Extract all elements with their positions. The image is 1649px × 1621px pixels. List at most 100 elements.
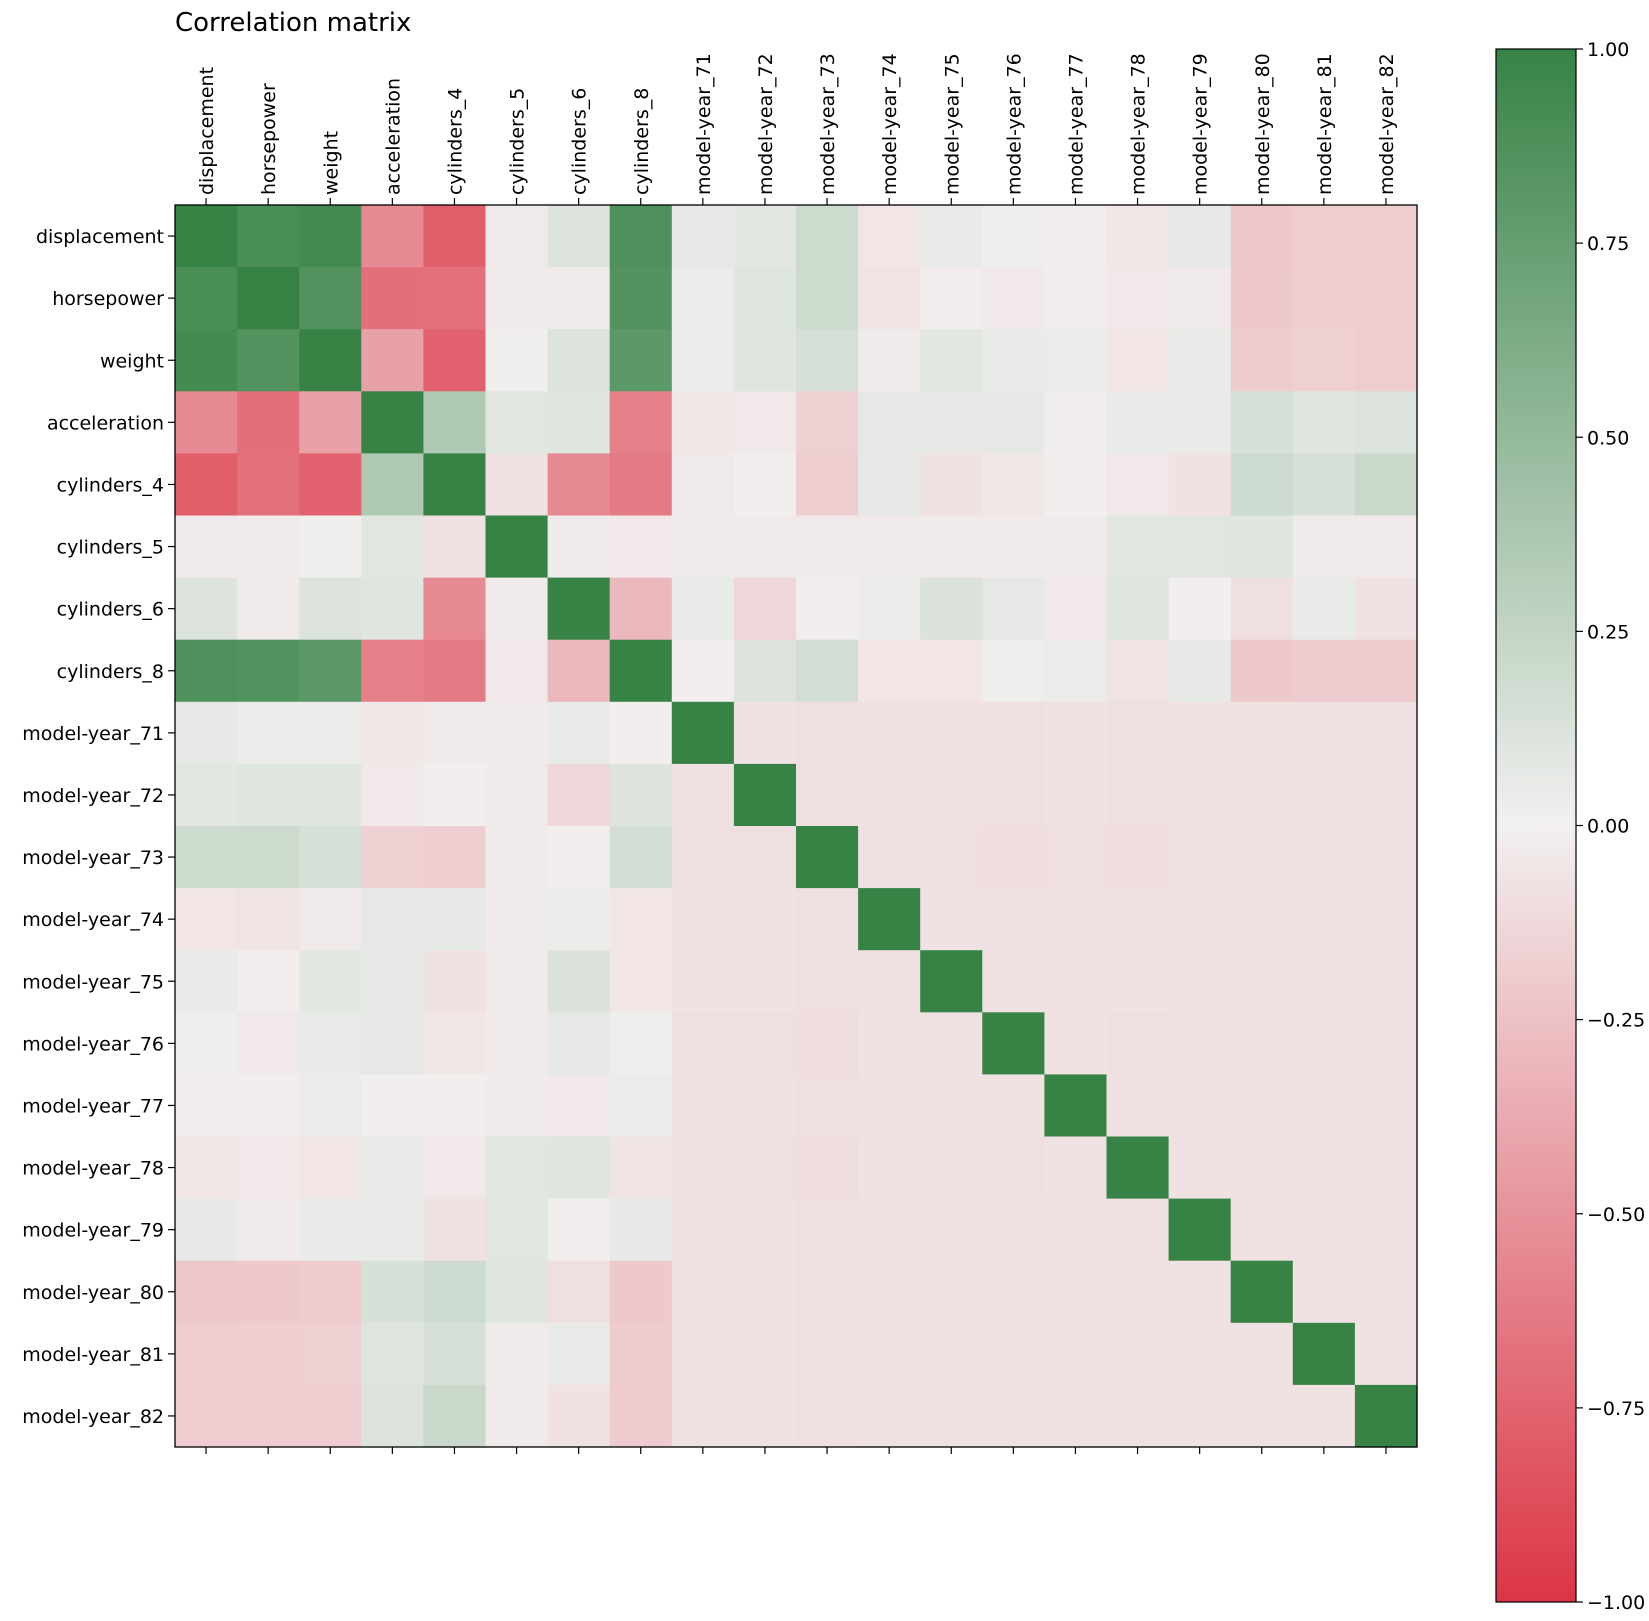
heatmap-cell xyxy=(609,1198,673,1262)
heatmap-cell xyxy=(237,453,300,517)
heatmap-cell xyxy=(175,391,238,454)
heatmap-cell xyxy=(485,826,549,889)
heatmap-cell xyxy=(733,205,797,268)
heatmap-cell xyxy=(175,453,238,517)
heatmap-cell xyxy=(175,950,238,1013)
heatmap-cell xyxy=(299,329,362,392)
heatmap-cell xyxy=(609,391,673,454)
heatmap-cell xyxy=(1044,515,1108,579)
x-tick-label: model-year_75 xyxy=(941,53,963,195)
heatmap-cell xyxy=(485,950,549,1013)
heatmap-cell xyxy=(1354,1012,1418,1075)
heatmap-cell xyxy=(733,1074,797,1138)
heatmap-cell xyxy=(1230,639,1294,703)
heatmap-cell xyxy=(796,1198,859,1262)
heatmap-cell xyxy=(733,1260,797,1324)
heatmap-cell xyxy=(858,1198,921,1262)
heatmap-cell xyxy=(299,577,362,641)
heatmap-cell xyxy=(982,950,1045,1013)
heatmap-cell xyxy=(982,1260,1045,1324)
heatmap-cell xyxy=(1230,453,1294,517)
heatmap-cell xyxy=(423,826,487,889)
heatmap-cell xyxy=(1044,1322,1108,1386)
heatmap-cell xyxy=(547,950,611,1013)
heatmap-cell xyxy=(1106,391,1170,454)
heatmap-cell xyxy=(1044,205,1108,268)
heatmap-cell xyxy=(1292,453,1356,517)
heatmap-cell xyxy=(1230,763,1294,827)
heatmap-cell xyxy=(671,639,735,703)
heatmap-cell xyxy=(1044,1012,1108,1075)
heatmap-cell xyxy=(237,701,300,765)
heatmap-cell xyxy=(858,515,921,579)
heatmap-cell xyxy=(361,1384,424,1448)
heatmap-cell xyxy=(1044,826,1108,889)
heatmap-cell xyxy=(733,639,797,703)
heatmap-cell xyxy=(671,1384,735,1448)
heatmap-cell xyxy=(920,639,983,703)
heatmap-cell xyxy=(237,763,300,827)
heatmap-cell xyxy=(547,1136,611,1200)
heatmap-cell xyxy=(547,1198,611,1262)
heatmap-cell xyxy=(1354,1074,1418,1138)
heatmap-cell xyxy=(609,267,673,330)
heatmap-cell xyxy=(733,329,797,392)
heatmap-cell xyxy=(1230,1384,1294,1448)
heatmap-cell xyxy=(299,950,362,1013)
heatmap-cell xyxy=(609,701,673,765)
heatmap-cell xyxy=(1168,888,1232,951)
y-tick-label: cylinders_5 xyxy=(57,537,164,559)
heatmap-cell xyxy=(671,515,735,579)
heatmap-cell xyxy=(982,701,1045,765)
heatmap-cell xyxy=(1292,1322,1356,1386)
heatmap-cell xyxy=(1292,1012,1356,1075)
heatmap-cell xyxy=(671,1260,735,1324)
heatmap-cell xyxy=(920,577,983,641)
heatmap-cell xyxy=(1354,826,1418,889)
heatmap-cell xyxy=(175,515,238,579)
heatmap-cell xyxy=(237,267,300,330)
heatmap-cell xyxy=(1044,329,1108,392)
heatmap-cell xyxy=(1354,701,1418,765)
heatmap-cell xyxy=(1106,1074,1170,1138)
heatmap-cell xyxy=(920,1260,983,1324)
heatmap-cell xyxy=(361,205,424,268)
x-tick-label: cylinders_8 xyxy=(631,88,653,195)
heatmap-cell xyxy=(299,639,362,703)
heatmap-cell xyxy=(547,763,611,827)
heatmap-cell xyxy=(920,267,983,330)
heatmap-cell xyxy=(1168,1384,1232,1448)
heatmap-cell xyxy=(671,701,735,765)
heatmap-cell xyxy=(1106,205,1170,268)
heatmap-cell xyxy=(796,453,859,517)
heatmap-cell xyxy=(1044,763,1108,827)
heatmap-cell xyxy=(175,1074,238,1138)
heatmap-cell xyxy=(1292,950,1356,1013)
heatmap-cell xyxy=(858,1074,921,1138)
y-axis-ticks: displacement horsepower weight acceleration… xyxy=(22,226,175,1428)
y-tick-label: model-year_77 xyxy=(22,1095,164,1117)
heatmap-cell xyxy=(671,1136,735,1200)
heatmap-cell xyxy=(299,763,362,827)
heatmap-cell xyxy=(361,267,424,330)
heatmap-cell xyxy=(237,950,300,1013)
heatmap-cell xyxy=(609,639,673,703)
heatmap-cell xyxy=(796,950,859,1013)
heatmap-cell xyxy=(1106,701,1170,765)
heatmap-cell xyxy=(547,1384,611,1448)
heatmap-cell xyxy=(1044,453,1108,517)
heatmap-cell xyxy=(1354,888,1418,951)
heatmap-cell xyxy=(733,1322,797,1386)
heatmap-cell xyxy=(237,1198,300,1262)
heatmap-cell xyxy=(485,1322,549,1386)
heatmap-cell xyxy=(361,950,424,1013)
heatmap-cell xyxy=(1044,1074,1108,1138)
heatmap-cell xyxy=(1168,515,1232,579)
heatmap-cell xyxy=(175,639,238,703)
heatmap-cell xyxy=(423,763,487,827)
y-tick-label: model-year_80 xyxy=(22,1282,164,1304)
heatmap-cell xyxy=(920,1322,983,1386)
heatmap-cell xyxy=(1292,1260,1356,1324)
heatmap-cell xyxy=(858,205,921,268)
heatmap-cell xyxy=(1230,1012,1294,1075)
